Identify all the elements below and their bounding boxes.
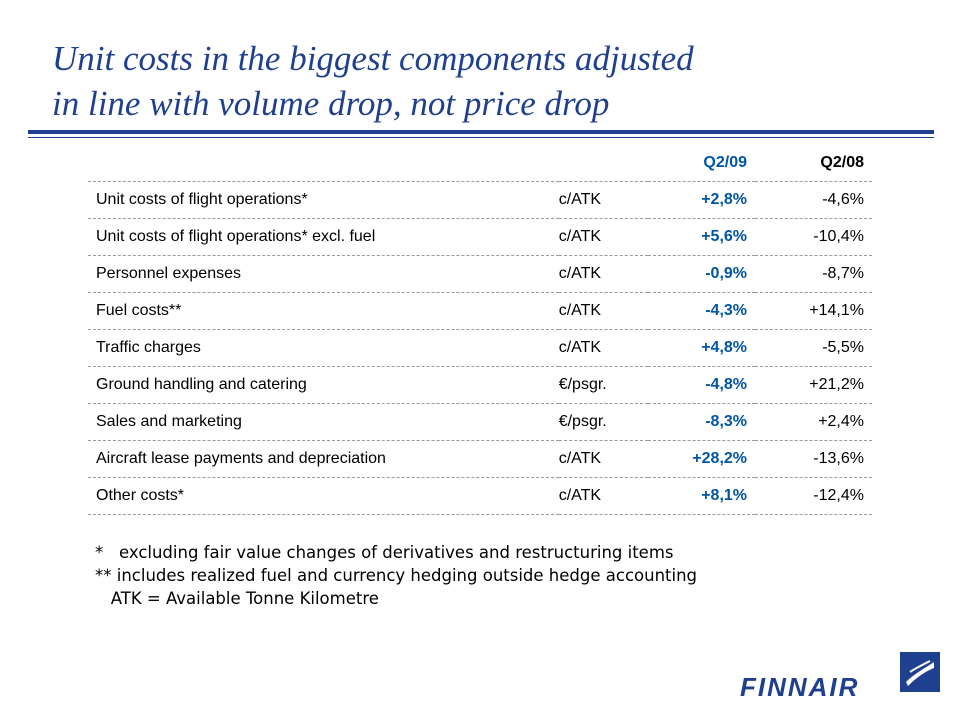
row-q2-09-value: +5,6% <box>647 218 756 256</box>
finnair-wordmark: FINNAIR <box>740 672 860 702</box>
row-label: Fuel costs** <box>88 292 559 330</box>
row-q2-08-value: +21,2% <box>755 366 872 404</box>
row-q2-09-value: +28,2% <box>647 440 756 478</box>
table-header-row: Q2/09 Q2/08 <box>88 145 872 182</box>
table-row: Other costs* c/ATK +8,1% -12,4% <box>88 477 872 515</box>
footnote-hedging: ** includes realized fuel and currency h… <box>95 566 698 585</box>
finnair-logo: FINNAIR <box>740 652 940 704</box>
row-unit: c/ATK <box>558 255 648 293</box>
row-unit: €/psgr. <box>558 366 648 404</box>
row-label: Traffic charges <box>88 329 559 367</box>
row-unit: c/ATK <box>558 292 648 330</box>
footnote-atk-definition: ATK = Available Tonne Kilometre <box>95 589 379 608</box>
table-row: Fuel costs** c/ATK -4,3% +14,1% <box>88 292 872 330</box>
header-q2-08: Q2/08 <box>755 145 872 182</box>
row-label: Personnel expenses <box>88 255 559 293</box>
row-q2-08-value: -8,7% <box>755 255 872 293</box>
row-label: Unit costs of flight operations* excl. f… <box>88 218 559 256</box>
table-row: Sales and marketing €/psgr. -8,3% +2,4% <box>88 403 872 441</box>
row-q2-09-value: -4,3% <box>647 292 756 330</box>
row-label: Other costs* <box>88 477 559 515</box>
row-q2-09-value: -4,8% <box>647 366 756 404</box>
table-row: Traffic charges c/ATK +4,8% -5,5% <box>88 329 872 367</box>
header-label <box>88 145 559 182</box>
header-unit <box>558 145 648 182</box>
unit-costs-table: Q2/09 Q2/08 Unit costs of flight operati… <box>88 145 872 515</box>
row-q2-08-value: -13,6% <box>755 440 872 478</box>
row-label: Unit costs of flight operations* <box>88 181 559 219</box>
footnote-derivatives: * excluding fair value changes of deriva… <box>95 543 674 562</box>
title-divider-thin <box>28 137 934 138</box>
row-unit: c/ATK <box>558 218 648 256</box>
row-q2-09-value: +8,1% <box>647 477 756 515</box>
row-q2-09-value: -8,3% <box>647 403 756 441</box>
row-unit: c/ATK <box>558 181 648 219</box>
row-label: Sales and marketing <box>88 403 559 441</box>
table-row: Aircraft lease payments and depreciation… <box>88 440 872 478</box>
row-q2-08-value: -10,4% <box>755 218 872 256</box>
finnair-f-logo-icon <box>900 652 940 692</box>
row-q2-08-value: -12,4% <box>755 477 872 515</box>
table-row: Unit costs of flight operations* excl. f… <box>88 218 872 256</box>
row-q2-08-value: -5,5% <box>755 329 872 367</box>
row-q2-09-value: +2,8% <box>647 181 756 219</box>
slide-title-line-1: Unit costs in the biggest components adj… <box>52 39 694 78</box>
slide-title: Unit costs in the biggest components adj… <box>52 36 932 126</box>
row-unit: c/ATK <box>558 440 648 478</box>
table-row: Ground handling and catering €/psgr. -4,… <box>88 366 872 404</box>
table-row: Personnel expenses c/ATK -0,9% -8,7% <box>88 255 872 293</box>
title-divider-thick <box>28 130 934 134</box>
footnotes: * excluding fair value changes of deriva… <box>95 541 915 610</box>
row-label: Aircraft lease payments and depreciation <box>88 440 559 478</box>
row-q2-09-value: +4,8% <box>647 329 756 367</box>
row-q2-09-value: -0,9% <box>647 255 756 293</box>
row-unit: c/ATK <box>558 477 648 515</box>
row-q2-08-value: +2,4% <box>755 403 872 441</box>
row-q2-08-value: +14,1% <box>755 292 872 330</box>
table-row: Unit costs of flight operations* c/ATK +… <box>88 181 872 219</box>
row-unit: €/psgr. <box>558 403 648 441</box>
row-q2-08-value: -4,6% <box>755 181 872 219</box>
row-unit: c/ATK <box>558 329 648 367</box>
slide-title-line-2: in line with volume drop, not price drop <box>52 84 610 123</box>
header-q2-09: Q2/09 <box>647 145 756 182</box>
row-label: Ground handling and catering <box>88 366 559 404</box>
